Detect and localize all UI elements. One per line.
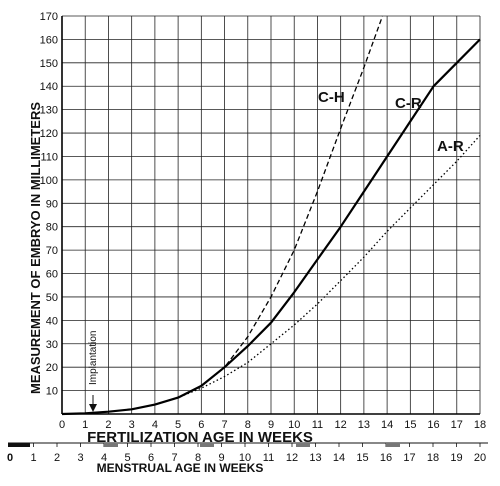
x-tick-label: 17: [451, 419, 463, 431]
y-tick-label: 60: [46, 269, 58, 281]
series-label-ch: C-H: [318, 89, 345, 106]
series-lines: [61, 15, 481, 416]
x-tick-label: 16: [427, 419, 439, 431]
y-tick-label: 110: [40, 151, 58, 163]
menstrual-tick-label: 11: [263, 452, 274, 464]
menstrual-tick-label: 3: [77, 452, 83, 464]
x-tick-label: 8: [245, 419, 251, 431]
menstrual-tick-label: 6: [148, 452, 154, 464]
menstrual-marker-12: [296, 443, 310, 447]
y-tick-label: 70: [46, 245, 58, 257]
menstrual-tick-label: 13: [309, 452, 321, 464]
menstrual-tick-label: 7: [171, 452, 177, 464]
y-tick-label: 90: [46, 198, 58, 210]
y-tick-label: 50: [46, 292, 58, 304]
x-tick-label: 15: [404, 419, 416, 431]
y-tick-label: 130: [40, 105, 58, 117]
x-tick-label: 12: [335, 419, 347, 431]
y-tick-label: 10: [46, 386, 58, 398]
x-tick-label: 5: [175, 419, 181, 431]
y-axis-title: MEASUREMENT OF EMBRYO IN MILLIMETERS: [28, 102, 43, 394]
y-tick-label: 20: [46, 362, 58, 374]
menstrual-tick-label: 2: [54, 452, 60, 464]
menstrual-marker-16: [386, 443, 400, 447]
menstrual-tick-label: 1: [30, 452, 36, 464]
menstrual-marker-4: [104, 443, 118, 447]
menstrual-tick-label: 8: [195, 452, 201, 464]
menstrual-tick-label: 15: [356, 452, 368, 464]
menstrual-tick-label: 5: [124, 452, 130, 464]
x-axis-title: FERTILIZATION AGE IN WEEKS: [87, 429, 313, 446]
menstrual-tick-label: 9: [218, 452, 224, 464]
y-tick-label: 170: [40, 11, 58, 23]
series-line-cr: [61, 38, 481, 416]
x-tick-label: 0: [59, 419, 65, 431]
y-tick-label: 30: [46, 339, 58, 351]
menstrual-tick-label: 19: [450, 452, 462, 464]
x-tick-label: 18: [474, 419, 486, 431]
series-line-ch: [61, 15, 384, 415]
menstrual-tick-label: 18: [427, 452, 439, 464]
menstrual-tick-label: 20: [474, 452, 486, 464]
menstrual-start-marker: [8, 443, 30, 447]
secondary-x-axis-title: MENSTRUAL AGE IN WEEKS: [97, 461, 264, 475]
y-tick-label: 80: [46, 222, 58, 234]
x-tick-label: 2: [105, 419, 111, 431]
x-tick-label: 11: [312, 419, 323, 431]
x-tick-label: 10: [288, 419, 300, 431]
y-tick-label: 100: [40, 175, 58, 187]
series-label-ar: A-R: [437, 138, 464, 155]
menstrual-tick-label: 12: [286, 452, 298, 464]
menstrual-tick-label: 10: [239, 452, 251, 464]
x-tick-label: 9: [268, 419, 274, 431]
x-tick-label: 13: [358, 419, 370, 431]
y-tick-label: 40: [46, 315, 58, 327]
x-tick-label: 7: [221, 419, 227, 431]
implantation-label: Implantation: [88, 331, 99, 385]
series-label-cr: C-R: [395, 95, 422, 112]
y-tick-label: 140: [40, 81, 58, 93]
grid: [61, 15, 481, 415]
implantation-arrowhead: [89, 404, 97, 412]
y-tick-label: 160: [40, 34, 58, 46]
menstrual-tick-label: 17: [403, 452, 415, 464]
menstrual-tick-label: 14: [333, 452, 345, 464]
x-tick-label: 4: [152, 419, 158, 431]
x-tick-label: 3: [129, 419, 135, 431]
x-tick-label: 6: [198, 419, 204, 431]
y-tick-label: 120: [40, 128, 58, 140]
tick-labels: 0 1 2 3 4 5 6 7 8 9 10 11 12 13 14 15 16 17 18102030405060…: [7, 11, 486, 464]
menstrual-marker-8: [200, 443, 214, 447]
menstrual-tick-label: 4: [101, 452, 107, 464]
menstrual-tick-label: 16: [380, 452, 392, 464]
menstrual-tick-label: 0: [7, 452, 13, 464]
y-tick-label: 150: [40, 58, 58, 70]
series-line-ar: [61, 134, 481, 415]
x-tick-label: 1: [82, 419, 88, 431]
x-tick-label: 14: [381, 419, 393, 431]
